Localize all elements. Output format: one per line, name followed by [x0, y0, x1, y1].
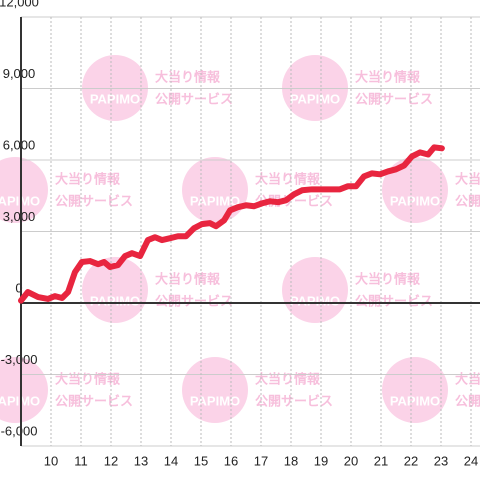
y-tick-label: 12,000 [0, 0, 39, 9]
x-tick-label: 19 [314, 453, 328, 468]
watermark-logo [282, 257, 348, 323]
watermark-text: 大当り情報 [55, 171, 121, 186]
watermark: PAPIMO大当り情報公開サービスPAPIMO大当り情報公開サービスPAPIMO… [0, 55, 480, 423]
watermark-logo [0, 157, 48, 223]
y-tick-label: 6,000 [3, 137, 36, 152]
watermark-logo [0, 357, 48, 423]
watermark-text: 大当り情報 [355, 271, 421, 286]
y-tick-label: 0 [15, 280, 22, 295]
x-tick-label: 16 [224, 453, 238, 468]
watermark-text: 大当り情報 [255, 171, 321, 186]
x-tick-label: 18 [284, 453, 298, 468]
watermark-logo [182, 157, 248, 223]
watermark-text: 公開サービス [455, 393, 480, 408]
y-tick-label: 9,000 [3, 66, 36, 81]
watermark-logo [182, 357, 248, 423]
x-tick-label: 13 [134, 453, 148, 468]
x-tick-label: 11 [74, 453, 88, 468]
watermark-logo-text: PAPIMO [90, 293, 140, 308]
x-tick-label: 24 [464, 453, 478, 468]
watermark-text: 公開サービス [455, 193, 480, 208]
x-tick-label: 21 [374, 453, 388, 468]
watermark-text: 公開サービス [55, 393, 133, 408]
x-tick-label: 17 [254, 453, 268, 468]
watermark-logo [382, 357, 448, 423]
watermark-logo [382, 157, 448, 223]
watermark-text: 大当り情報 [455, 371, 480, 386]
watermark-text: 大当り情報 [155, 271, 221, 286]
watermark-text: 大当り情報 [155, 69, 221, 84]
watermark-logo-text: PAPIMO [390, 193, 440, 208]
x-tick-label: 12 [104, 453, 118, 468]
watermark-text: 大当り情報 [255, 371, 321, 386]
watermark-text: 公開サービス [155, 91, 233, 106]
y-tick-label: -6,000 [1, 423, 38, 438]
y-tick-label: -3,000 [1, 352, 38, 367]
x-tick-label: 15 [194, 453, 208, 468]
x-tick-label: 20 [344, 453, 358, 468]
watermark-text: 大当り情報 [455, 171, 480, 186]
watermark-text: 大当り情報 [55, 371, 121, 386]
watermark-text: 公開サービス [355, 293, 433, 308]
watermark-logo [82, 257, 148, 323]
watermark-text: 公開サービス [55, 193, 133, 208]
watermark-logo-text: PAPIMO [290, 91, 340, 106]
y-tick-label: 3,000 [3, 209, 36, 224]
watermark-text: 公開サービス [255, 393, 333, 408]
x-tick-label: 14 [164, 453, 178, 468]
watermark-logo-text: PAPIMO [390, 393, 440, 408]
x-tick-label: 22 [404, 453, 418, 468]
watermark-logo-text: PAPIMO [90, 91, 140, 106]
x-tick-label: 23 [434, 453, 448, 468]
watermark-text: 公開サービス [155, 293, 233, 308]
x-tick-label: 10 [44, 453, 58, 468]
watermark-logo-text: PAPIMO [290, 293, 340, 308]
watermark-logo-text: PAPIMO [190, 393, 240, 408]
watermark-logo-text: PAPIMO [190, 193, 240, 208]
watermark-text: 公開サービス [355, 91, 433, 106]
watermark-text: 大当り情報 [355, 69, 421, 84]
data-line [18, 144, 445, 304]
